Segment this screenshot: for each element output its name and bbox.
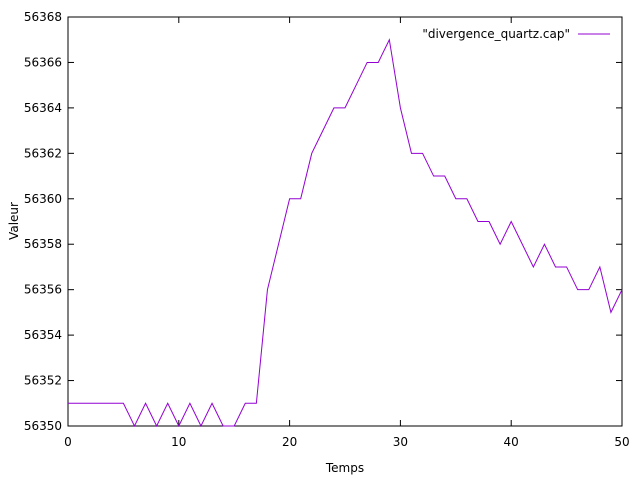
legend-entry-label: "divergence_quartz.cap" — [422, 27, 570, 41]
x-tick-label: 50 — [614, 435, 629, 449]
x-tick-label: 10 — [171, 435, 186, 449]
y-tick-label: 56362 — [24, 146, 62, 160]
y-axis-label: Valeur — [7, 202, 21, 240]
y-tick-label: 56366 — [24, 55, 62, 69]
x-axis: 0 10 20 30 40 50 — [64, 17, 630, 449]
plot-frame — [67, 16, 623, 427]
x-tick-label: 30 — [393, 435, 408, 449]
y-tick-label: 56352 — [24, 374, 62, 388]
y-tick-label: 56354 — [24, 328, 62, 342]
x-tick-label: 20 — [282, 435, 297, 449]
series-layer — [68, 38, 623, 428]
y-tick-label: 56368 — [24, 10, 62, 24]
x-tick-label: 40 — [504, 435, 519, 449]
y-tick-label: 56350 — [24, 419, 62, 433]
x-tick-label: 0 — [64, 435, 72, 449]
y-axis: 56350 56352 56354 56356 56358 56360 56362 56364… — [24, 10, 622, 433]
series-line — [68, 38, 623, 428]
y-tick-label: 56358 — [24, 237, 62, 251]
y-tick-label: 56356 — [24, 283, 62, 297]
x-axis-label: Temps — [325, 461, 364, 475]
y-tick-label: 56364 — [24, 101, 62, 115]
y-tick-label: 56360 — [24, 192, 62, 206]
legend: "divergence_quartz.cap" — [422, 27, 610, 41]
